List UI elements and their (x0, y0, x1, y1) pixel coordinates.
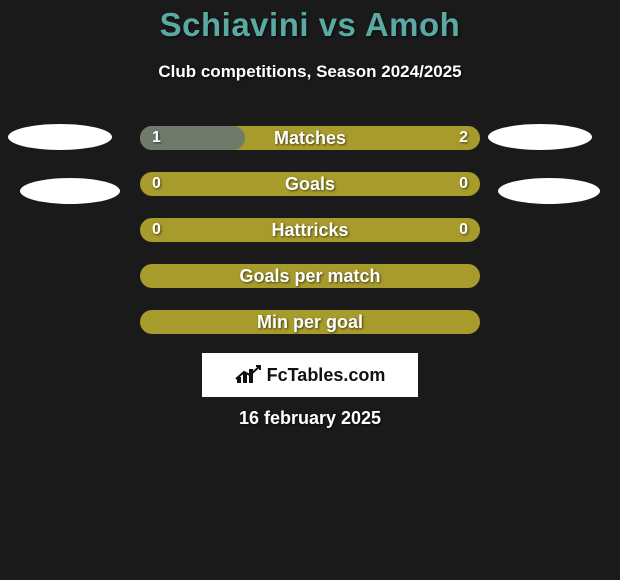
fctables-logo: FcTables.com (202, 353, 418, 397)
stat-bar-left-value: 0 (152, 218, 161, 242)
player-right-badge-1 (488, 124, 592, 150)
player-right-badge-2 (498, 178, 600, 204)
stat-bar-right-value: 0 (459, 172, 468, 196)
chart-icon (235, 365, 261, 385)
player-left-badge-2 (20, 178, 120, 204)
stat-bar-label: Min per goal (140, 310, 480, 334)
subtitle: Club competitions, Season 2024/2025 (0, 62, 620, 82)
stat-bar-label: Hattricks (140, 218, 480, 242)
page-title: Schiavini vs Amoh (0, 6, 620, 44)
logo-text: FcTables.com (267, 365, 386, 386)
stat-bar-label: Goals (140, 172, 480, 196)
stat-bar: Goals0 0 (140, 172, 480, 196)
stat-bar-label: Goals per match (140, 264, 480, 288)
stat-bar-right-value: 0 (459, 218, 468, 242)
stat-bar-left-value: 0 (152, 172, 161, 196)
stat-bar-label: Matches (140, 126, 480, 150)
comparison-canvas: Schiavini vs Amoh Club competitions, Sea… (0, 0, 620, 580)
stat-bar: Min per goal (140, 310, 480, 334)
stat-bar: Goals per match (140, 264, 480, 288)
player-left-badge-1 (8, 124, 112, 150)
date-label: 16 february 2025 (0, 408, 620, 429)
stat-bar: Hattricks0 0 (140, 218, 480, 242)
stat-bar-right-value: 2 (459, 126, 468, 150)
stat-bar: Matches1 2 (140, 126, 480, 150)
stat-bar-left-value: 1 (152, 126, 161, 150)
